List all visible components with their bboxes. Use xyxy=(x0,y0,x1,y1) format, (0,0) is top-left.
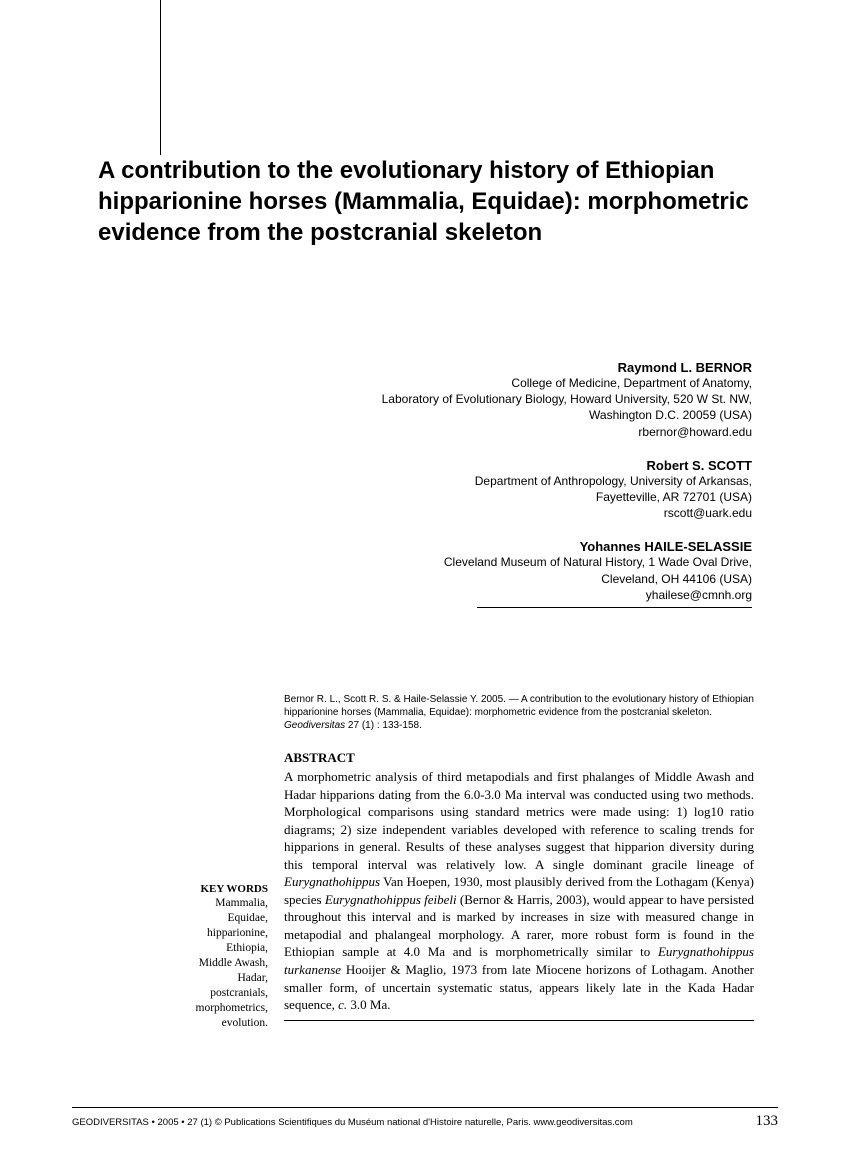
footer-publication-info: GEODIVERSITAS • 2005 • 27 (1) © Publicat… xyxy=(72,1117,633,1128)
author-block-1: Raymond L. BERNOR College of Medicine, D… xyxy=(252,360,752,440)
article-title: A contribution to the evolutionary histo… xyxy=(98,155,758,249)
keyword-item: postcranials, xyxy=(98,986,268,1001)
keyword-item: Hadar, xyxy=(98,971,268,986)
authors-block: Raymond L. BERNOR College of Medicine, D… xyxy=(252,360,752,626)
page-number: 133 xyxy=(756,1113,779,1130)
author-block-2: Robert S. SCOTT Department of Anthropolo… xyxy=(252,458,752,522)
author-block-3: Yohannes HAILE-SELASSIE Cleveland Museum… xyxy=(252,539,752,608)
author-name: Raymond L. BERNOR xyxy=(252,360,752,375)
author-email: yhailese@cmnh.org xyxy=(252,587,752,603)
abstract-bottom-rule xyxy=(284,1020,754,1021)
author-name: Robert S. SCOTT xyxy=(252,458,752,473)
author-affiliation-line: College of Medicine, Department of Anato… xyxy=(252,375,752,391)
keyword-item: Middle Awash, xyxy=(98,956,268,971)
keywords-block: KEY WORDS Mammalia, Equidae, hipparionin… xyxy=(98,882,268,1031)
footer-text-row: GEODIVERSITAS • 2005 • 27 (1) © Publicat… xyxy=(72,1113,778,1130)
author-affiliation-line: Cleveland, OH 44106 (USA) xyxy=(252,571,752,587)
top-vertical-rule xyxy=(160,0,161,155)
author-divider-rule xyxy=(477,607,752,608)
citation-suffix: 27 (1) : 133-158. xyxy=(345,720,422,731)
author-name: Yohannes HAILE-SELASSIE xyxy=(252,539,752,554)
keyword-item: Equidae, xyxy=(98,911,268,926)
abstract-section: ABSTRACT A morphometric analysis of thir… xyxy=(284,750,754,1021)
author-affiliation-line: Laboratory of Evolutionary Biology, Howa… xyxy=(252,391,752,407)
author-affiliation-line: Cleveland Museum of Natural History, 1 W… xyxy=(252,554,752,570)
abstract-body: A morphometric analysis of third metapod… xyxy=(284,768,754,1014)
author-affiliation-line: Department of Anthropology, University o… xyxy=(252,473,752,489)
page: A contribution to the evolutionary histo… xyxy=(0,0,850,1172)
keyword-item: hipparionine, xyxy=(98,926,268,941)
footer-rule xyxy=(72,1107,778,1108)
citation-prefix: Bernor R. L., Scott R. S. & Haile-Selass… xyxy=(284,694,754,718)
keywords-heading: KEY WORDS xyxy=(98,882,268,896)
keyword-item: evolution. xyxy=(98,1016,268,1031)
keyword-item: Mammalia, xyxy=(98,896,268,911)
author-email: rscott@uark.edu xyxy=(252,505,752,521)
citation-journal: Geodiversitas xyxy=(284,720,345,731)
keyword-item: Ethiopia, xyxy=(98,941,268,956)
author-affiliation-line: Fayetteville, AR 72701 (USA) xyxy=(252,489,752,505)
citation: Bernor R. L., Scott R. S. & Haile-Selass… xyxy=(284,693,754,732)
keyword-item: morphometrics, xyxy=(98,1001,268,1016)
author-email: rbernor@howard.edu xyxy=(252,424,752,440)
page-footer: GEODIVERSITAS • 2005 • 27 (1) © Publicat… xyxy=(72,1107,778,1130)
author-affiliation-line: Washington D.C. 20059 (USA) xyxy=(252,407,752,423)
abstract-heading: ABSTRACT xyxy=(284,750,754,766)
